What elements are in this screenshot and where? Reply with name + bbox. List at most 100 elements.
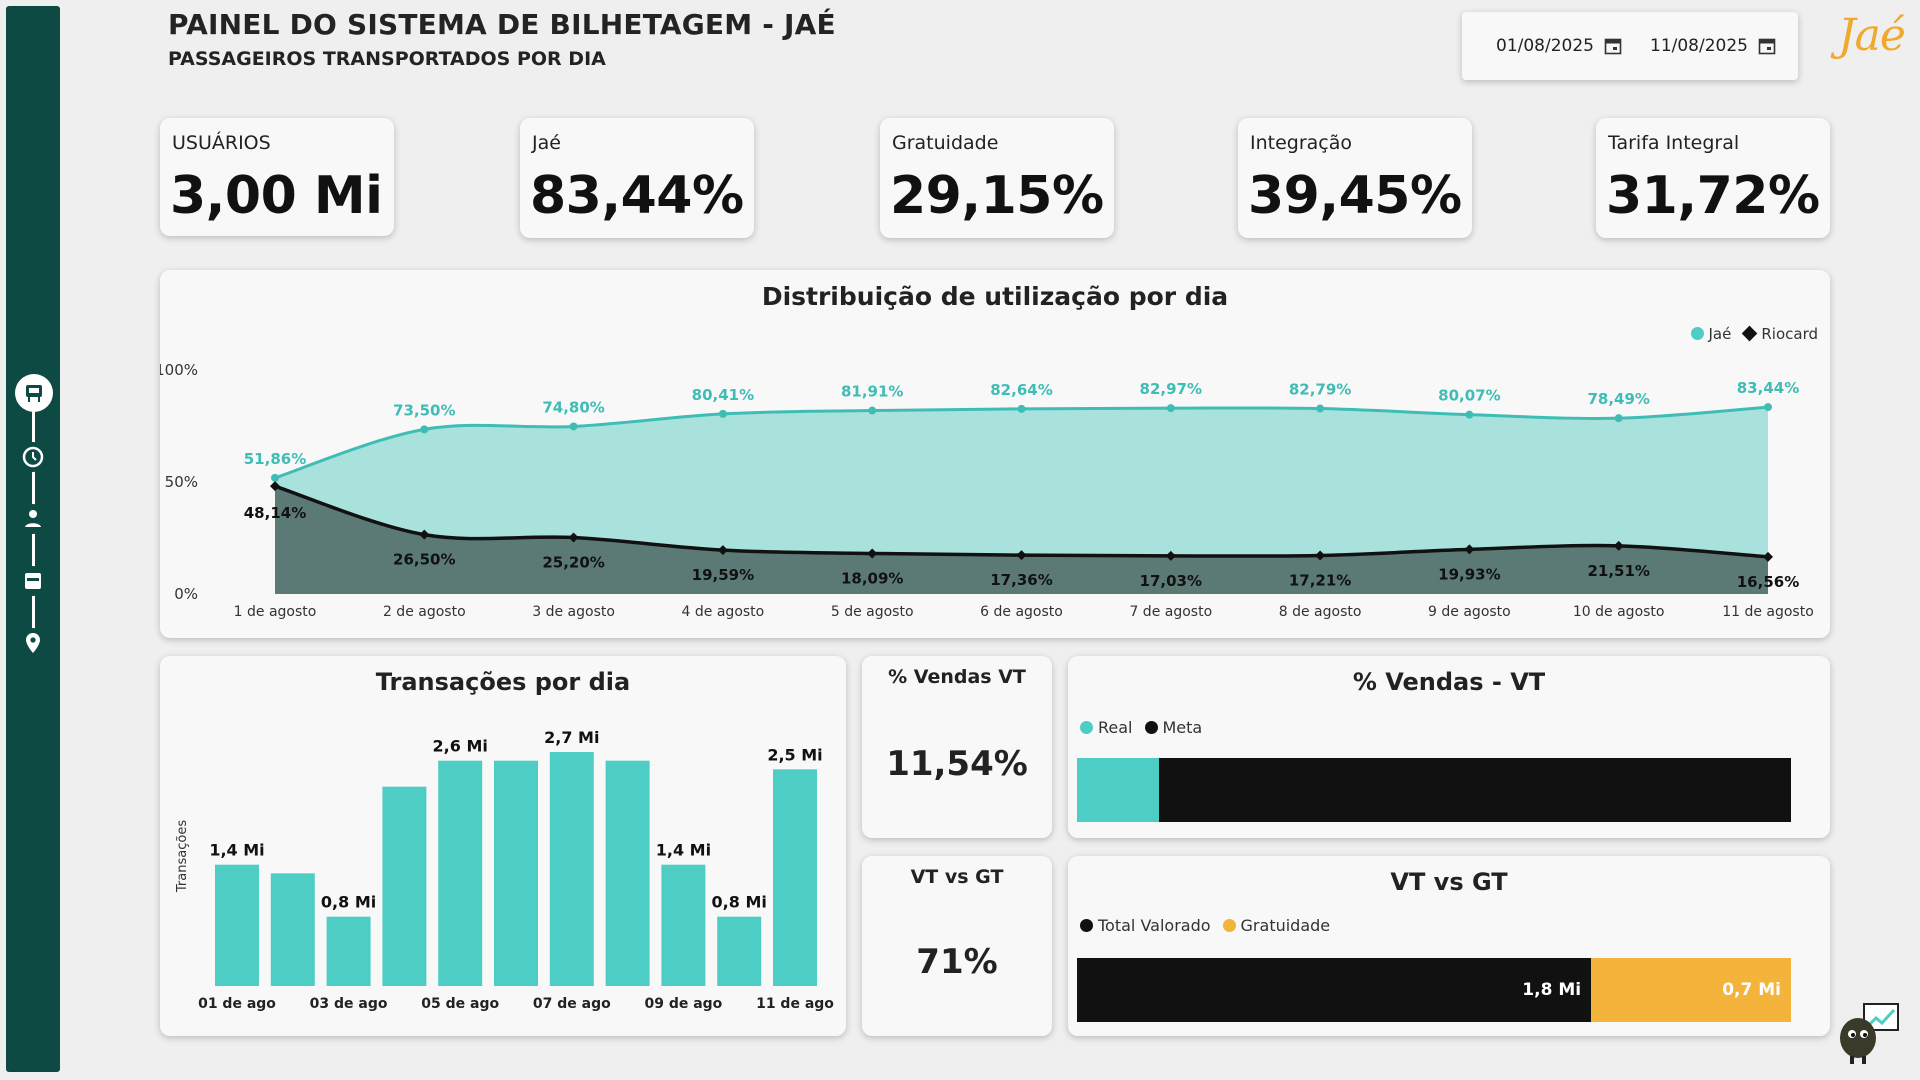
riocard-data-label: 26,50% <box>393 551 455 569</box>
jae-data-label: 82,97% <box>1140 380 1202 398</box>
jae-point <box>569 422 578 431</box>
riocard-data-label: 17,21% <box>1289 571 1351 589</box>
gratuidade-segment: 0,7 Mi <box>1591 958 1791 1022</box>
riocard-point <box>1763 551 1773 562</box>
transaction-bar <box>270 873 315 986</box>
jae-data-label: 82,64% <box>990 381 1052 399</box>
transaction-bar <box>438 760 483 986</box>
jae-logo: Jaé <box>1838 10 1906 61</box>
kpi-label: Jaé <box>532 132 561 154</box>
vt-gt-bar-title: VT vs GT <box>1390 868 1508 896</box>
riocard-data-label: 16,56% <box>1737 573 1799 591</box>
riocard-data-label: 25,20% <box>542 554 604 572</box>
date-start-picker[interactable]: 01/08/2025 <box>1496 36 1622 56</box>
x-tick-label: 3 de agosto <box>532 604 615 620</box>
gratuidade-label: 0,7 Mi <box>1722 980 1781 1000</box>
transaction-bar <box>605 760 650 986</box>
kpi-label: Gratuidade <box>892 132 999 154</box>
transaction-bar <box>326 916 371 986</box>
legend-item-real[interactable]: Real <box>1080 718 1133 737</box>
legend-item-meta[interactable]: Meta <box>1144 718 1202 737</box>
page-title: PAINEL DO SISTEMA DE BILHETAGEM - JAÉ <box>168 8 836 41</box>
vt-gt-bar-panel: VT vs GT Total Valorado Gratuidade 1,8 M… <box>1068 856 1830 1036</box>
transactions-bar-chart: Transações 1,4 Mi 0,8 Mi 2,6 Mi 2,7 Mi 1,4 Mi… <box>175 728 834 1012</box>
y-tick-label: 100% <box>160 361 198 379</box>
clock-icon <box>22 446 44 468</box>
jae-data-label: 80,41% <box>692 386 754 404</box>
riocard-data-label: 19,93% <box>1438 565 1500 583</box>
page-subtitle: PASSAGEIROS TRANSPORTADOS POR DIA <box>168 48 606 70</box>
legend-item-riocard[interactable]: Riocard <box>1742 325 1818 343</box>
vendas-vt-kpi-card: % Vendas VT 11,54% <box>862 656 1052 838</box>
jae-point <box>1017 404 1026 413</box>
bar-data-label: 1,4 Mi <box>656 841 711 860</box>
transaction-bar <box>773 769 817 986</box>
calendar-icon <box>1604 38 1622 55</box>
riocard-data-label: 19,59% <box>692 566 754 584</box>
legend-item-jae[interactable]: Jaé <box>1690 325 1731 343</box>
kpi-label: Integração <box>1250 132 1353 154</box>
jae-point <box>868 406 877 415</box>
sidebar-item-bus-stop[interactable] <box>15 374 53 412</box>
jae-data-label: 81,91% <box>841 383 903 401</box>
location-pin-icon <box>26 633 40 653</box>
x-tick-label: 4 de agosto <box>682 604 765 620</box>
person-icon <box>25 510 41 527</box>
vendas-vt-kpi-value: 11,54% <box>886 744 1028 784</box>
meta-bar <box>1077 758 1791 822</box>
riocard-point <box>867 548 878 559</box>
riocard-point <box>270 481 280 492</box>
y-axis-label: Transações <box>175 820 190 893</box>
jae-point <box>420 425 429 434</box>
bus-stop-icon <box>26 385 42 402</box>
sidebar-item-clock[interactable] <box>18 442 48 472</box>
x-tick-label: 11 de ago <box>756 996 834 1012</box>
vendas-vt-legend: Real Meta <box>1080 718 1202 737</box>
jae-point <box>1764 403 1772 412</box>
distribution-chart-title: Distribuição de utilização por dia <box>761 282 1229 311</box>
jae-point <box>1316 404 1325 413</box>
x-tick-label: 6 de agosto <box>980 604 1063 620</box>
vendas-vt-kpi-title: % Vendas VT <box>888 666 1026 688</box>
kpi-card-jae: Jaé 83,44% <box>520 118 754 238</box>
x-tick-label: 9 de agosto <box>1428 604 1511 620</box>
x-tick-label: 2 de agosto <box>383 604 466 620</box>
legend-item-gratuidade[interactable]: Gratuidade <box>1222 916 1330 935</box>
kpi-card-gratuidade: Gratuidade 29,15% <box>880 118 1114 238</box>
riocard-point <box>1464 544 1475 555</box>
riocard-point <box>1016 550 1027 561</box>
x-tick-label: 5 de agosto <box>831 604 914 620</box>
jae-data-label: 78,49% <box>1587 390 1649 408</box>
y-tick-label: 50% <box>165 473 198 491</box>
date-end-picker[interactable]: 11/08/2025 <box>1650 36 1776 56</box>
real-bar <box>1077 758 1160 822</box>
x-tick-label: 05 de ago <box>421 996 499 1012</box>
x-tick-label: 11 de agosto <box>1722 604 1814 620</box>
riocard-point <box>717 545 728 556</box>
x-tick-label: 01 de ago <box>198 996 276 1012</box>
kpi-card-usuarios: USUÁRIOS 3,00 Mi <box>160 118 394 236</box>
x-tick-label: 1 de agosto <box>234 604 317 620</box>
vt-gt-legend: Total Valorado Gratuidade <box>1080 916 1330 935</box>
vt-gt-kpi-value: 71% <box>916 942 998 982</box>
jae-data-label: 83,44% <box>1737 379 1799 397</box>
x-tick-label: 07 de ago <box>533 996 611 1012</box>
distribution-area-chart: 100% 50% 0% 51,86% 73,50% 74,80% 80,41% 81,91% 8… <box>160 361 1814 620</box>
mascot-icon <box>1836 1000 1902 1064</box>
jae-data-label: 80,07% <box>1438 387 1500 405</box>
legend-item-total-valorado[interactable]: Total Valorado <box>1080 916 1211 935</box>
riocard-point <box>1613 540 1624 551</box>
calendar-icon <box>1758 38 1776 55</box>
jae-data-label: 51,86% <box>244 450 306 468</box>
bar-data-label: 1,4 Mi <box>209 841 264 860</box>
sidebar-item-location[interactable] <box>18 628 48 658</box>
card-icon <box>25 573 41 589</box>
riocard-point <box>1165 550 1176 561</box>
kpi-value: 3,00 Mi <box>170 166 383 226</box>
jae-point <box>271 473 279 482</box>
sidebar-item-person[interactable] <box>18 504 48 534</box>
sidebar-item-card[interactable] <box>18 566 48 596</box>
riocard-data-label: 21,51% <box>1587 562 1649 580</box>
bar-data-label: 0,8 Mi <box>712 893 767 912</box>
riocard-data-label: 48,14% <box>244 504 306 522</box>
